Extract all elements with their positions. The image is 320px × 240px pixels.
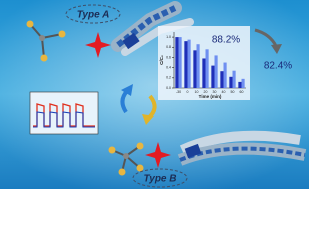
y-tick-label: 0.4 xyxy=(166,66,171,70)
photocurrent-plot xyxy=(29,91,99,135)
arrow xyxy=(254,28,278,47)
framework-rods xyxy=(177,130,307,166)
label-ellipse xyxy=(132,168,188,188)
y-tick-label: 0.6 xyxy=(166,55,171,59)
x-tick-label: 60 xyxy=(240,90,244,94)
bar xyxy=(229,76,233,88)
bar xyxy=(175,37,179,88)
molecule-atoms xyxy=(26,20,66,62)
bar xyxy=(178,37,182,88)
x-tick-label: 10 xyxy=(195,90,199,94)
label-ellipse xyxy=(65,4,121,24)
bar xyxy=(202,58,206,88)
x-tick-label: -30 xyxy=(176,90,181,94)
bar xyxy=(211,65,215,88)
arrow-head xyxy=(121,84,133,96)
x-tick-label: 50 xyxy=(231,90,235,94)
arrow-head xyxy=(271,44,282,54)
x-tick-label: 30 xyxy=(213,90,217,94)
x-axis-label: Time (min) xyxy=(199,94,222,99)
annotation: 88.2% xyxy=(212,35,240,46)
type-b-label: Type B xyxy=(144,174,177,185)
bar xyxy=(223,62,227,88)
bar xyxy=(241,78,245,88)
x-tick-label: 20 xyxy=(204,90,208,94)
bar xyxy=(232,70,236,88)
type-a-label: Type A xyxy=(77,10,110,21)
x-tick-label: 0 xyxy=(187,90,189,94)
y-tick-label: 0.0 xyxy=(166,86,171,90)
bar xyxy=(196,44,200,88)
bar xyxy=(214,55,218,88)
bar xyxy=(193,50,197,88)
bar xyxy=(184,41,188,88)
x-tick-label: 40 xyxy=(222,90,226,94)
bar xyxy=(238,81,242,88)
annotation: 82.4% xyxy=(264,61,292,72)
star xyxy=(85,32,111,58)
bar xyxy=(187,39,191,88)
star xyxy=(145,142,171,168)
y-axis-label: C/C₀ xyxy=(159,55,164,65)
molecule-atoms xyxy=(108,142,144,176)
bar xyxy=(220,71,224,88)
y-tick-label: 0.2 xyxy=(166,76,171,80)
y-tick-label: 1.0 xyxy=(166,35,171,39)
y-tick-label: 0.8 xyxy=(166,45,171,49)
bar xyxy=(205,49,209,88)
graphical-abstract: Type A Type B 0.00. xyxy=(0,0,309,189)
arrow-head xyxy=(142,114,154,125)
